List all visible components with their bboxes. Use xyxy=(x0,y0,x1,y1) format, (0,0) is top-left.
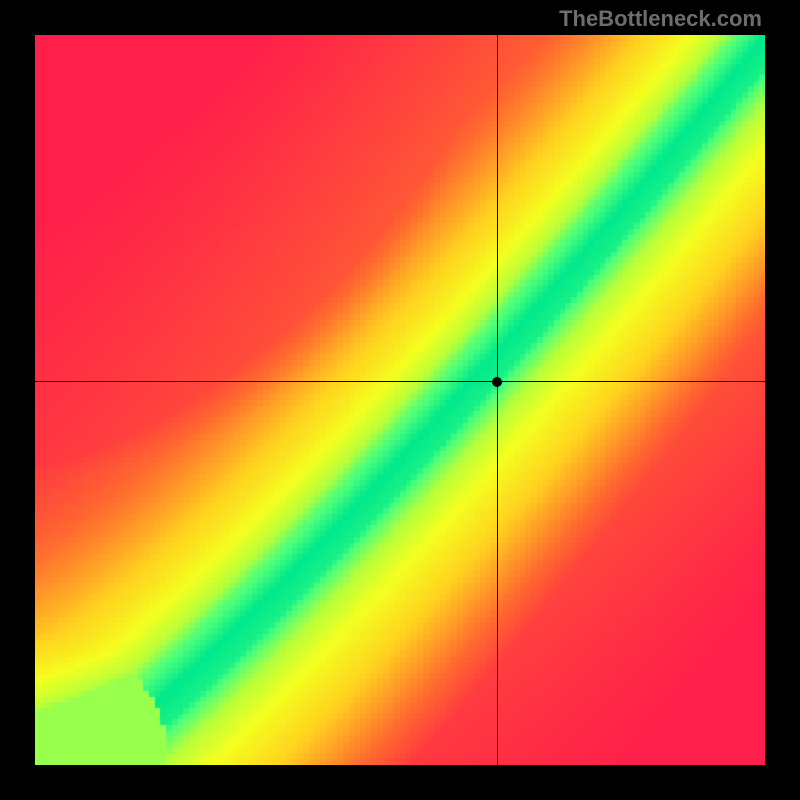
crosshair-marker-dot xyxy=(492,377,502,387)
bottleneck-heatmap-chart xyxy=(35,35,765,765)
crosshair-vertical xyxy=(497,35,498,765)
crosshair-horizontal xyxy=(35,381,765,382)
heatmap-canvas xyxy=(35,35,765,765)
watermark-text: TheBottleneck.com xyxy=(559,6,762,32)
